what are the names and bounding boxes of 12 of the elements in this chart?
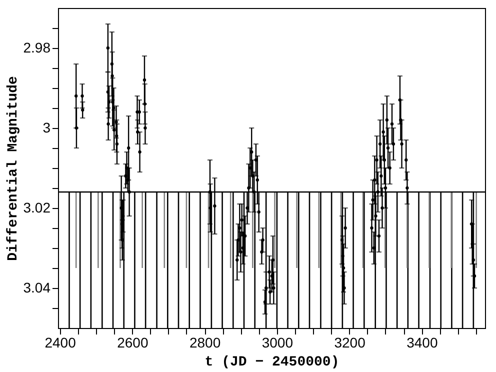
- x-tick-label: 3400: [406, 334, 438, 350]
- x-axis-title: t (JD − 2450000): [204, 354, 340, 370]
- y-tick-label: 3: [42, 120, 51, 136]
- y-tick-label: 3.04: [23, 280, 51, 296]
- x-tick-label: 2600: [117, 334, 148, 350]
- y-axis-title: Differential Magnitude: [5, 76, 22, 261]
- x-tick-label: 2800: [189, 334, 221, 350]
- y-tick-label: 3.02: [23, 200, 51, 216]
- x-tick-label: 2400: [44, 334, 76, 350]
- y-tick-label: 2.98: [23, 40, 51, 56]
- x-tick-label: 3200: [334, 334, 366, 350]
- x-tick-label: 3000: [262, 334, 294, 350]
